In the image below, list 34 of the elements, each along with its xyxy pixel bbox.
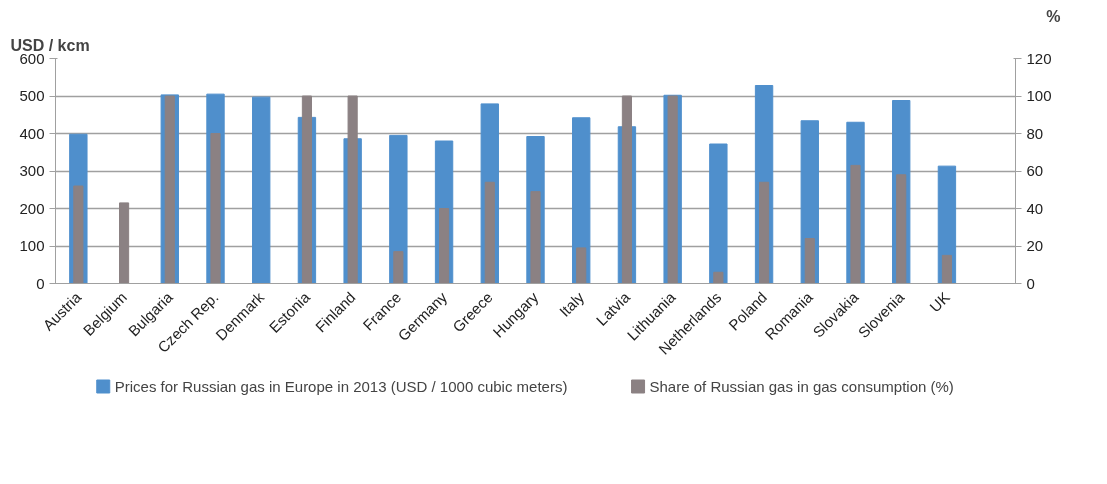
y-axis-title: USD / kcm <box>10 36 90 54</box>
bar <box>73 185 84 284</box>
x-tick-label: UK <box>926 288 953 316</box>
bar <box>252 96 271 284</box>
y2-tick-label: 20 <box>1026 237 1044 254</box>
bar <box>759 181 770 284</box>
y2-tick-label: 40 <box>1026 199 1044 217</box>
x-tick-label: Italy <box>555 288 588 320</box>
y2-tick-label: 120 <box>1026 49 1052 67</box>
bar <box>530 191 541 284</box>
y-tick-label: 0 <box>36 274 45 292</box>
y-tick-label: 400 <box>19 124 45 142</box>
y-tick-label: 300 <box>19 162 45 179</box>
y2-tick-label: 80 <box>1026 124 1044 142</box>
bar <box>850 164 861 284</box>
bar <box>484 181 495 284</box>
y2-tick-label: 100 <box>1026 87 1052 104</box>
bar <box>439 208 450 284</box>
y2-axis-title: % <box>1046 7 1061 25</box>
bar <box>393 251 404 284</box>
y2-tick-label: 60 <box>1026 162 1044 179</box>
bar <box>896 174 907 284</box>
y2-tick-label: 0 <box>1026 274 1035 292</box>
y-tick-label: 500 <box>19 87 45 104</box>
y-tick-label: 100 <box>19 237 45 254</box>
bar <box>713 271 724 284</box>
bar <box>804 238 815 284</box>
bar <box>709 143 728 284</box>
y-tick-label: 200 <box>19 199 45 217</box>
legend-label: Prices for Russian gas in Europe in 2013 (USD / 1000 cubic meters) <box>114 378 568 395</box>
bar <box>576 247 587 284</box>
bar <box>941 254 952 284</box>
bar <box>119 202 130 284</box>
legend-label: Share of Russian gas in gas consumption (%) <box>649 378 954 395</box>
